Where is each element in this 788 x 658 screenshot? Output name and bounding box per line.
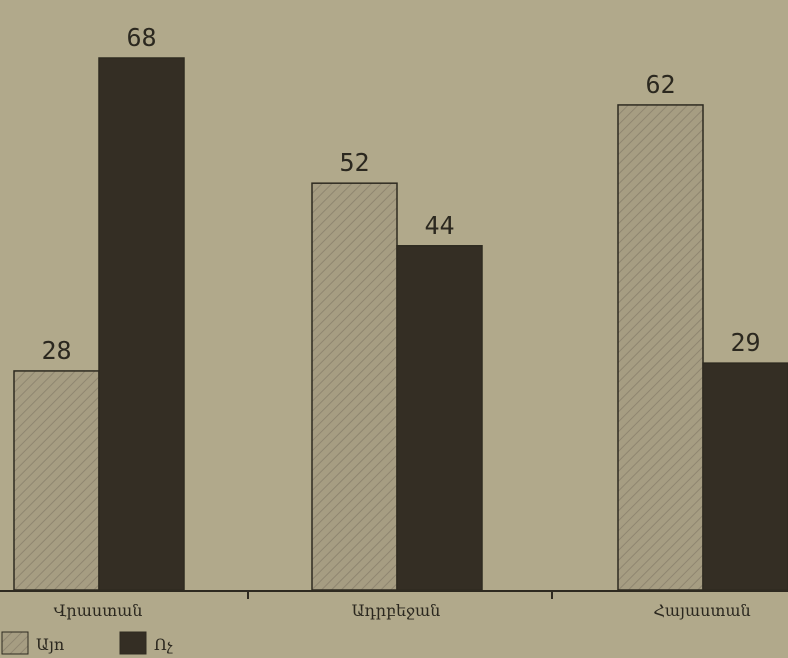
x-axis: Վրաստան Ադրբեջան Հայաստան (0, 590, 788, 620)
x-tick-label-2: Հայաստան (653, 601, 750, 620)
x-tick-label-0: Վրաստան (54, 601, 143, 620)
legend-label-1: Ոչ (154, 635, 173, 654)
value-label-yes-0: 28 (41, 336, 71, 365)
bars-layer (13, 57, 788, 591)
value-label-no-1: 44 (424, 211, 454, 240)
x-tick-label-1: Ադրբեջան (352, 601, 441, 620)
value-label-yes-1: 52 (339, 148, 369, 177)
bar-yes-1 (311, 182, 398, 591)
bar-no-0 (98, 57, 185, 591)
bar-no-2 (702, 362, 788, 591)
bar-yes-2 (617, 104, 704, 591)
legend-swatch-1 (119, 631, 147, 655)
bar-no-1 (396, 245, 483, 591)
value-label-no-0: 68 (126, 23, 156, 52)
value-label-no-2: 29 (730, 328, 760, 357)
bar-yes-0 (13, 370, 100, 591)
value-labels-layer: 28 68 52 44 62 29 (41, 23, 760, 365)
value-label-yes-2: 62 (645, 70, 675, 99)
legend-label-0: Այո (36, 635, 64, 654)
legend-swatch-0 (1, 631, 29, 655)
legend: Այո Ոչ (1, 631, 173, 655)
